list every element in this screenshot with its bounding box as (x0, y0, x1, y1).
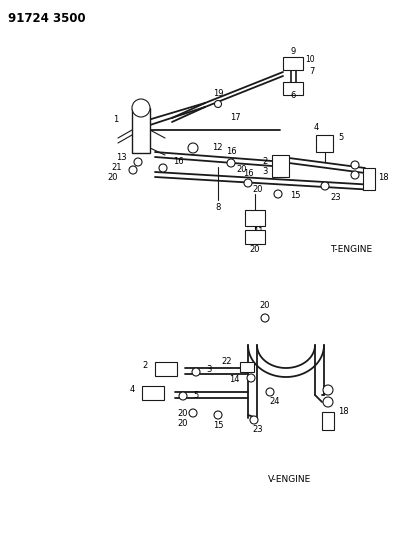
Circle shape (321, 182, 329, 190)
Text: 16: 16 (226, 148, 236, 157)
Circle shape (189, 409, 197, 417)
Circle shape (132, 99, 150, 117)
Text: 9: 9 (290, 47, 296, 56)
Circle shape (159, 164, 167, 172)
Text: 20: 20 (237, 166, 247, 174)
Bar (316, 135, 333, 152)
Circle shape (274, 190, 282, 198)
Text: 20: 20 (108, 174, 118, 182)
Text: 4: 4 (130, 385, 135, 394)
Text: 2: 2 (263, 157, 268, 166)
Circle shape (323, 397, 333, 407)
Bar (283, 82, 303, 95)
Text: 7: 7 (309, 68, 314, 77)
Circle shape (261, 314, 269, 322)
Bar (283, 57, 303, 70)
Text: 91724 3500: 91724 3500 (8, 12, 85, 25)
Circle shape (192, 368, 200, 376)
Circle shape (351, 171, 359, 179)
Circle shape (179, 392, 187, 400)
Text: 23: 23 (253, 425, 263, 434)
Circle shape (266, 388, 274, 396)
Circle shape (250, 416, 258, 424)
Text: 22: 22 (221, 358, 232, 367)
Text: 6: 6 (290, 92, 296, 101)
Circle shape (323, 385, 333, 395)
Text: T-ENGINE: T-ENGINE (330, 246, 372, 254)
Bar (322, 412, 334, 430)
Text: 3: 3 (263, 166, 268, 175)
Text: 20: 20 (253, 185, 263, 195)
Text: 21: 21 (112, 164, 122, 173)
Circle shape (244, 179, 252, 187)
Text: 16: 16 (243, 169, 253, 179)
Text: 24: 24 (270, 398, 280, 407)
Text: V-ENGINE: V-ENGINE (268, 475, 312, 484)
Bar (245, 230, 265, 244)
Text: 20: 20 (260, 301, 270, 310)
Bar (155, 362, 177, 376)
Text: 4: 4 (313, 124, 319, 133)
Text: 13: 13 (116, 152, 127, 161)
Text: 10: 10 (305, 55, 315, 64)
Circle shape (214, 101, 221, 108)
Text: 23: 23 (330, 192, 341, 201)
Circle shape (188, 143, 198, 153)
Text: 18: 18 (378, 174, 388, 182)
Text: 19: 19 (213, 88, 223, 98)
Bar (132, 108, 150, 153)
Text: 17: 17 (230, 114, 240, 123)
Text: 5: 5 (338, 133, 343, 142)
Circle shape (247, 374, 255, 382)
Bar (363, 168, 375, 190)
Text: 11: 11 (253, 228, 263, 237)
Text: 3: 3 (206, 366, 211, 375)
Text: 12: 12 (212, 143, 223, 152)
Text: 5: 5 (193, 392, 198, 400)
Bar (240, 362, 254, 372)
Text: 18: 18 (338, 408, 349, 416)
Text: 20: 20 (178, 418, 188, 427)
Circle shape (129, 166, 137, 174)
Text: 20: 20 (250, 246, 260, 254)
Bar (272, 155, 289, 177)
Text: 15: 15 (290, 191, 301, 200)
Text: 15: 15 (213, 421, 223, 430)
Text: 1: 1 (113, 116, 118, 125)
Circle shape (351, 161, 359, 169)
Text: 20: 20 (178, 408, 188, 417)
Circle shape (227, 159, 235, 167)
Circle shape (214, 411, 222, 419)
Text: 2: 2 (143, 360, 148, 369)
Circle shape (134, 158, 142, 166)
Text: 16: 16 (173, 157, 184, 166)
Bar (245, 210, 265, 226)
Text: 14: 14 (229, 376, 240, 384)
Bar (142, 386, 164, 400)
Text: 8: 8 (215, 203, 221, 212)
